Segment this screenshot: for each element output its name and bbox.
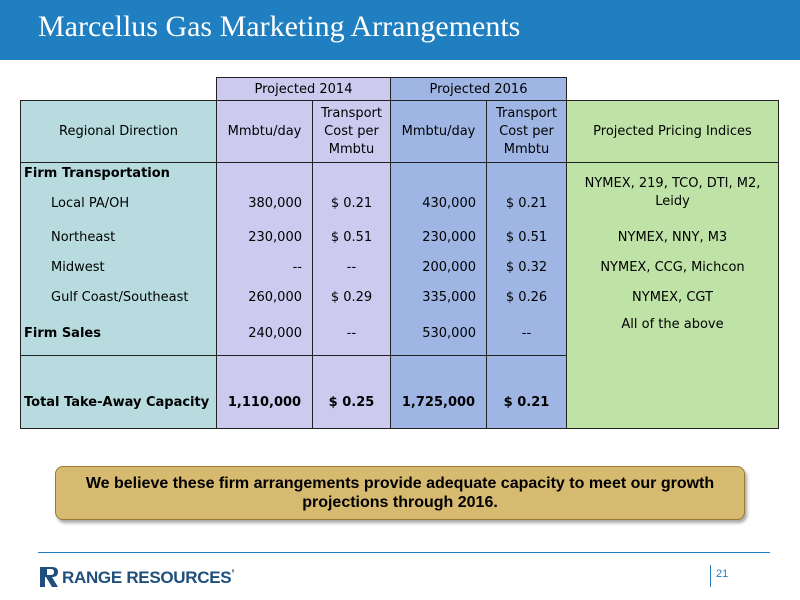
firm-sales-row: Firm Sales 240,000 -- 530,000 -- All of … xyxy=(20,312,779,429)
cost-2014-cell: -- xyxy=(312,312,391,356)
page-number: 21 xyxy=(716,568,729,580)
page-number-divider xyxy=(710,565,711,587)
mmbtu-2014-cell: 240,000 xyxy=(216,312,313,356)
empty-cell xyxy=(216,162,313,185)
mmbtu-2016-cell: 200,000 xyxy=(390,252,487,283)
cost-2016-cell: $ 0.21 xyxy=(486,355,567,429)
column-header-row: Regional Direction Mmbtu/day Transport C… xyxy=(20,100,779,163)
pricing-cell: NYMEX, CGT xyxy=(566,282,779,313)
cost-2016-cell: -- xyxy=(486,312,567,356)
empty-cell xyxy=(390,162,487,185)
col-header-mmbtu-2016: Mmbtu/day xyxy=(390,100,487,163)
region-cell: Gulf Coast/Southeast xyxy=(20,282,217,313)
cost-2014-cell: $ 0.25 xyxy=(312,355,391,429)
gas-marketing-table: Projected 2014 Projected 2016 Regional D… xyxy=(20,77,779,429)
mmbtu-2016-cell: 430,000 xyxy=(390,184,487,223)
mmbtu-2014-cell: 260,000 xyxy=(216,282,313,313)
section-label-firm-transportation: Firm Transportation xyxy=(20,162,217,185)
group-header-2014: Projected 2014 xyxy=(216,77,391,101)
footer-divider xyxy=(38,552,770,553)
pricing-cell: NYMEX, 219, TCO, DTI, M2, Leidy xyxy=(566,162,779,223)
cost-2014-cell: $ 0.29 xyxy=(312,282,391,313)
range-logo-icon xyxy=(40,567,58,587)
col-header-mmbtu-2014: Mmbtu/day xyxy=(216,100,313,163)
cost-2016-cell: $ 0.51 xyxy=(486,222,567,253)
callout-text: We believe these firm arrangements provi… xyxy=(85,475,715,511)
pricing-cell: NYMEX, NNY, M3 xyxy=(566,222,779,253)
mmbtu-2016-cell: 335,000 xyxy=(390,282,487,313)
table-row: Local PA/OH 380,000 $ 0.21 430,000 $ 0.2… xyxy=(20,184,779,223)
pricing-cell: All of the above xyxy=(566,312,779,429)
cost-2014-cell: -- xyxy=(312,252,391,283)
empty-cell xyxy=(312,162,391,185)
company-logo: RANGE RESOURCES’ xyxy=(40,567,260,589)
region-cell: Midwest xyxy=(20,252,217,283)
mmbtu-2016-cell: 1,725,000 xyxy=(390,355,487,429)
mmbtu-2014-cell: 380,000 xyxy=(216,184,313,223)
mmbtu-2016-cell: 230,000 xyxy=(390,222,487,253)
group-header-2016: Projected 2016 xyxy=(390,77,567,101)
cost-2016-cell: $ 0.21 xyxy=(486,184,567,223)
region-cell: Firm Sales xyxy=(20,312,217,356)
cost-2014-cell: $ 0.51 xyxy=(312,222,391,253)
mmbtu-2016-cell: 530,000 xyxy=(390,312,487,356)
logo-text: RANGE RESOURCES’ xyxy=(62,568,235,587)
col-header-region: Regional Direction xyxy=(20,100,217,163)
cost-2016-cell: $ 0.32 xyxy=(486,252,567,283)
table-row: Northeast 230,000 $ 0.51 230,000 $ 0.51 … xyxy=(20,222,779,253)
total-row: Total Take-Away Capacity 1,110,000 $ 0.2… xyxy=(20,355,779,429)
empty-cell xyxy=(20,77,217,101)
col-header-cost-2014: Transport Cost per Mmbtu xyxy=(312,100,391,163)
table-row: Midwest -- -- 200,000 $ 0.32 NYMEX, CCG,… xyxy=(20,252,779,283)
title-bar: Marcellus Gas Marketing Arrangements xyxy=(0,0,800,60)
mmbtu-2014-cell: 1,110,000 xyxy=(216,355,313,429)
mmbtu-2014-cell: 230,000 xyxy=(216,222,313,253)
pricing-cell: NYMEX, CCG, Michcon xyxy=(566,252,779,283)
section-row: Firm Transportation NYMEX, 219, TCO, DTI… xyxy=(20,162,779,223)
empty-cell xyxy=(486,162,567,185)
region-cell: Total Take-Away Capacity xyxy=(20,355,217,429)
table-row: Gulf Coast/Southeast 260,000 $ 0.29 335,… xyxy=(20,282,779,313)
region-cell: Local PA/OH xyxy=(20,184,217,223)
cost-2016-cell: $ 0.26 xyxy=(486,282,567,313)
empty-cell xyxy=(566,77,779,101)
region-cell: Northeast xyxy=(20,222,217,253)
mmbtu-2014-cell: -- xyxy=(216,252,313,283)
col-header-cost-2016: Transport Cost per Mmbtu xyxy=(486,100,567,163)
col-header-pricing: Projected Pricing Indices xyxy=(566,100,779,163)
group-header-row: Projected 2014 Projected 2016 xyxy=(20,77,779,101)
callout-box: We believe these firm arrangements provi… xyxy=(55,466,745,520)
cost-2014-cell: $ 0.21 xyxy=(312,184,391,223)
page-title: Marcellus Gas Marketing Arrangements xyxy=(38,10,521,43)
